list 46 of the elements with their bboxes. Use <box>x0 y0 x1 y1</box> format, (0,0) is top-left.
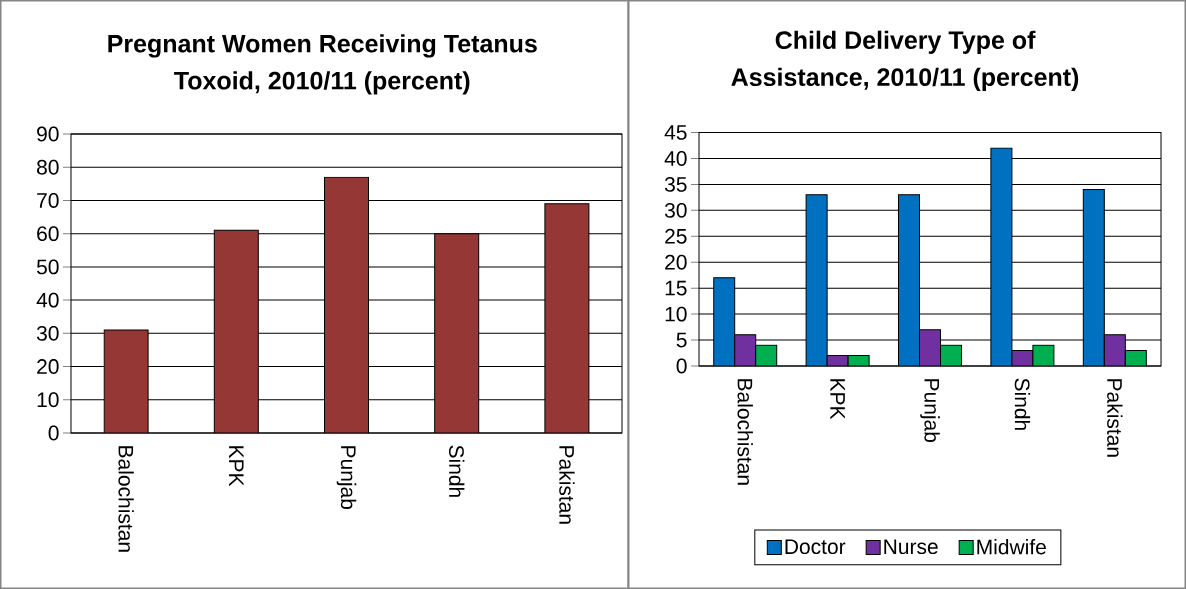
legend-label: Nurse <box>884 539 938 555</box>
x-tick-label: Punjab <box>336 446 357 510</box>
y-tick-label: 10 <box>37 392 59 408</box>
x-tick-label: Balochistan <box>737 379 753 485</box>
bar <box>1082 189 1105 366</box>
x-tick-label: Sindh <box>448 445 465 497</box>
x-tick-label: Pakistan <box>1107 379 1123 457</box>
legend-label: Doctor <box>785 539 846 555</box>
y-tick-label: 20 <box>665 254 687 270</box>
y-tick-label: 30 <box>36 325 59 341</box>
y-tick-label: 10 <box>665 306 687 322</box>
y-tick-label: 40 <box>664 151 687 166</box>
y-tick-label: 90 <box>37 126 59 142</box>
y-tick-label: 5 <box>676 332 687 348</box>
y-tick-label: 25 <box>665 228 687 244</box>
y-tick-label: 15 <box>665 280 687 296</box>
bar <box>805 194 828 366</box>
bar <box>713 277 736 366</box>
y-tick-label: 50 <box>36 259 59 275</box>
y-tick-label: 60 <box>37 226 59 242</box>
bar <box>434 233 480 433</box>
bar <box>324 176 369 433</box>
bar <box>544 203 590 433</box>
y-tick-label: 0 <box>676 358 687 374</box>
x-tick-label: Balochistan <box>118 446 134 552</box>
bar <box>990 147 1013 366</box>
y-tick-label: 40 <box>36 292 59 308</box>
x-tick-label: Punjab <box>920 379 940 443</box>
chart-title: Child Delivery Type of Assistance, 2010/11 (percent) <box>731 30 1079 91</box>
legend-label: Midwife <box>977 539 1046 555</box>
y-tick-label: 80 <box>37 159 59 175</box>
x-tick-label: Sindh <box>1014 378 1031 430</box>
y-tick-label: 70 <box>37 193 59 208</box>
bar <box>213 229 259 433</box>
y-tick-label: 45 <box>664 125 687 140</box>
x-tick-label: Pakistan <box>559 446 575 524</box>
x-tick-label: KPK <box>830 379 845 420</box>
y-tick-label: 20 <box>37 359 59 374</box>
y-tick-label: 35 <box>664 176 687 192</box>
bar <box>103 329 149 433</box>
y-tick-label: 0 <box>48 425 59 441</box>
x-tick-label: KPK <box>229 446 244 487</box>
bar <box>919 329 942 366</box>
bar <box>898 194 921 366</box>
chart-title: Pregnant Women Receiving Tetanus Toxoid, 2010/11 (percent) <box>108 34 537 95</box>
y-tick-label: 30 <box>664 202 687 218</box>
